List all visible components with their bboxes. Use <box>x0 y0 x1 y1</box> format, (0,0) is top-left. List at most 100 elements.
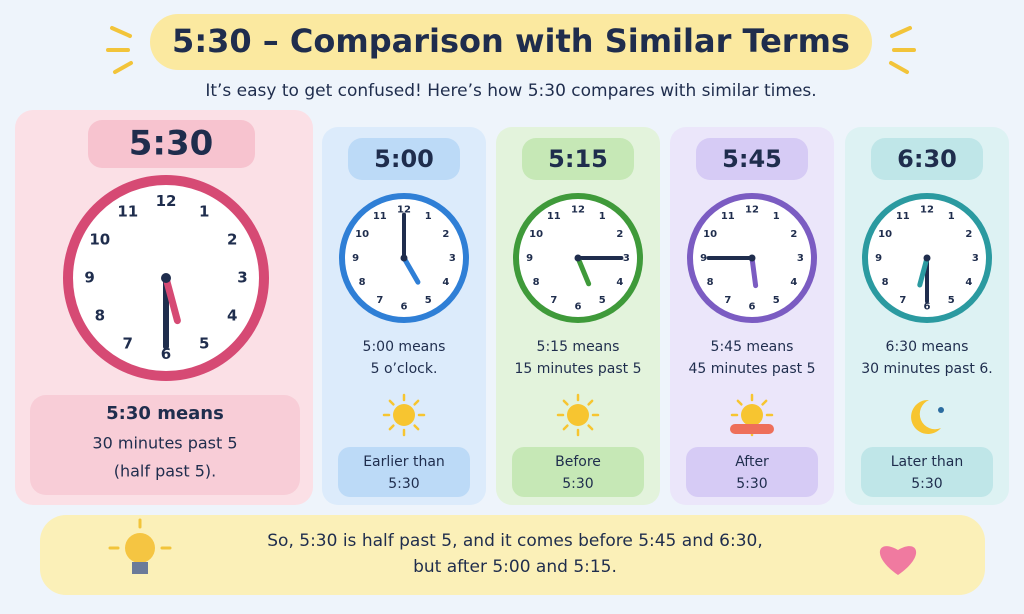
clock-center <box>923 254 931 262</box>
clock-number: 12 <box>920 205 934 216</box>
clock-number: 1 <box>948 211 955 222</box>
comparison-box <box>512 447 644 497</box>
clock-number: 6 <box>401 301 408 312</box>
comparison-line: 5:30 <box>562 476 593 492</box>
clock-number: 8 <box>95 307 105 325</box>
clock-number: 10 <box>703 229 717 240</box>
hour-hand <box>401 255 421 285</box>
clock-number: 5 <box>425 295 432 306</box>
clock-number: 2 <box>965 229 972 240</box>
card-line: 45 minutes past 5 <box>689 361 816 377</box>
clock-number: 9 <box>84 269 94 287</box>
sun-ray <box>562 424 569 431</box>
sun-ray <box>388 399 395 406</box>
summary-line: but after 5:00 and 5:15. <box>413 557 617 577</box>
comparison-line: 5:30 <box>911 476 942 492</box>
clock-number: 7 <box>123 335 133 353</box>
clock-number: 5 <box>199 335 209 353</box>
clock-number: 10 <box>878 229 892 240</box>
horizon <box>730 424 774 434</box>
clock-number: 2 <box>616 229 623 240</box>
clock-number: 2 <box>442 229 449 240</box>
comparison-line: Before <box>555 454 601 470</box>
clock-number: 5 <box>599 295 606 306</box>
clock-number: 3 <box>972 253 979 264</box>
sun-ray <box>587 424 594 431</box>
comparison-line: 5:30 <box>388 476 419 492</box>
sun-ray <box>761 399 768 406</box>
card-line: 6:30 means <box>886 339 969 355</box>
star-icon <box>938 407 944 413</box>
main-line: 30 minutes past 5 <box>92 434 237 453</box>
clock-number: 7 <box>376 295 383 306</box>
clock-number: 12 <box>397 205 411 216</box>
clock-number: 4 <box>965 277 972 288</box>
clock-number: 6 <box>161 345 171 363</box>
clock-number: 11 <box>721 211 735 222</box>
heart-icon <box>879 546 917 575</box>
clock-center <box>400 254 408 262</box>
clock-number: 6 <box>749 301 756 312</box>
clock-number: 1 <box>599 211 606 222</box>
card-line: 5 o’clock. <box>371 361 438 377</box>
card-line: 5:00 means <box>363 339 446 355</box>
clock-number: 8 <box>882 277 889 288</box>
clock-number: 3 <box>797 253 804 264</box>
clock-number: 9 <box>526 253 533 264</box>
clock-number: 1 <box>425 211 432 222</box>
clock-number: 9 <box>352 253 359 264</box>
sun-ray <box>413 424 420 431</box>
clock-number: 12 <box>745 205 759 216</box>
sun-ray <box>388 424 395 431</box>
summary-box <box>40 515 985 595</box>
clock-number: 4 <box>227 307 237 325</box>
comparison-box <box>861 447 993 497</box>
clock-number: 4 <box>790 277 797 288</box>
card-line: 5:15 means <box>537 339 620 355</box>
clock-number: 11 <box>117 202 138 220</box>
clock-number: 2 <box>227 230 237 248</box>
comparison-box <box>338 447 470 497</box>
clock-number: 3 <box>623 253 630 264</box>
clock-number: 9 <box>875 253 882 264</box>
card-time: 5:45 <box>722 145 782 173</box>
subtitle: It’s easy to get confused! Here’s how 5:… <box>205 81 816 101</box>
bulb-icon <box>108 518 172 574</box>
clock-number: 11 <box>547 211 561 222</box>
comparison-line: Later than <box>891 454 964 470</box>
sun-icon <box>741 404 763 426</box>
clock-number: 12 <box>156 192 177 210</box>
clock-number: 5 <box>773 295 780 306</box>
title-banner <box>150 14 872 70</box>
clock-number: 9 <box>700 253 707 264</box>
moon-icon <box>911 399 941 434</box>
clock-number: 4 <box>442 277 449 288</box>
card-time: 5:15 <box>548 145 608 173</box>
hour-hand <box>575 255 592 287</box>
sun-ray <box>587 399 594 406</box>
clock-number: 6 <box>924 301 931 312</box>
clock-number: 12 <box>571 205 585 216</box>
card-line: 5:45 means <box>711 339 794 355</box>
card-time: 5:00 <box>374 145 434 173</box>
clock-number: 10 <box>355 229 369 240</box>
comparison-line: After <box>735 454 769 470</box>
sun-icon <box>567 404 589 426</box>
time-pill <box>88 120 255 168</box>
clock-number: 3 <box>449 253 456 264</box>
hour-hand <box>917 255 930 288</box>
clock-number: 10 <box>89 230 110 248</box>
sun-ray <box>736 399 743 406</box>
clock-number: 6 <box>575 301 582 312</box>
time-pill <box>522 138 634 180</box>
clock-number: 11 <box>896 211 910 222</box>
hour-hand <box>162 274 181 325</box>
comparison-line: Earlier than <box>363 454 445 470</box>
card-line: 15 minutes past 5 <box>515 361 642 377</box>
time-pill <box>348 138 460 180</box>
summary-line: So, 5:30 is half past 5, and it comes be… <box>267 531 763 551</box>
main-heading: 5:30 means <box>106 403 224 424</box>
time-pill <box>871 138 983 180</box>
hour-hand <box>749 255 759 289</box>
clock-number: 1 <box>199 202 209 220</box>
